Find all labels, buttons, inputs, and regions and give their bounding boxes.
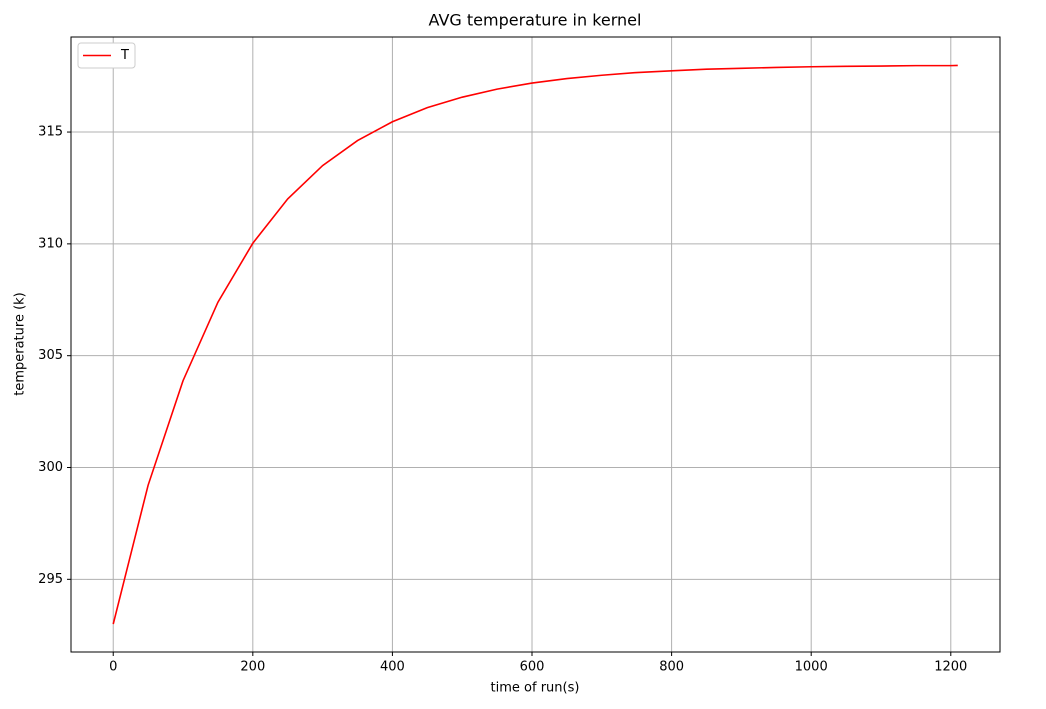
x-tick-label: 600 <box>520 660 545 675</box>
y-tick-label: 300 <box>38 460 63 475</box>
y-tick-label: 315 <box>38 125 63 140</box>
x-tick-label: 200 <box>240 660 265 675</box>
y-tick-label: 310 <box>38 236 63 251</box>
y-tick-label: 305 <box>38 348 63 363</box>
y-axis-label: temperature (k) <box>13 292 28 396</box>
legend-label: T <box>120 48 129 63</box>
chart-title: AVG temperature in kernel <box>429 11 642 30</box>
x-tick-label: 800 <box>659 660 684 675</box>
x-axis-label: time of run(s) <box>491 681 580 696</box>
y-tick-label: 295 <box>38 572 63 587</box>
x-tick-label: 400 <box>380 660 405 675</box>
x-tick-label: 0 <box>109 660 117 675</box>
x-tick-label: 1000 <box>795 660 828 675</box>
data-line <box>112 64 958 625</box>
x-tick-label: 1200 <box>934 660 967 675</box>
plot-frame <box>70 36 1001 653</box>
